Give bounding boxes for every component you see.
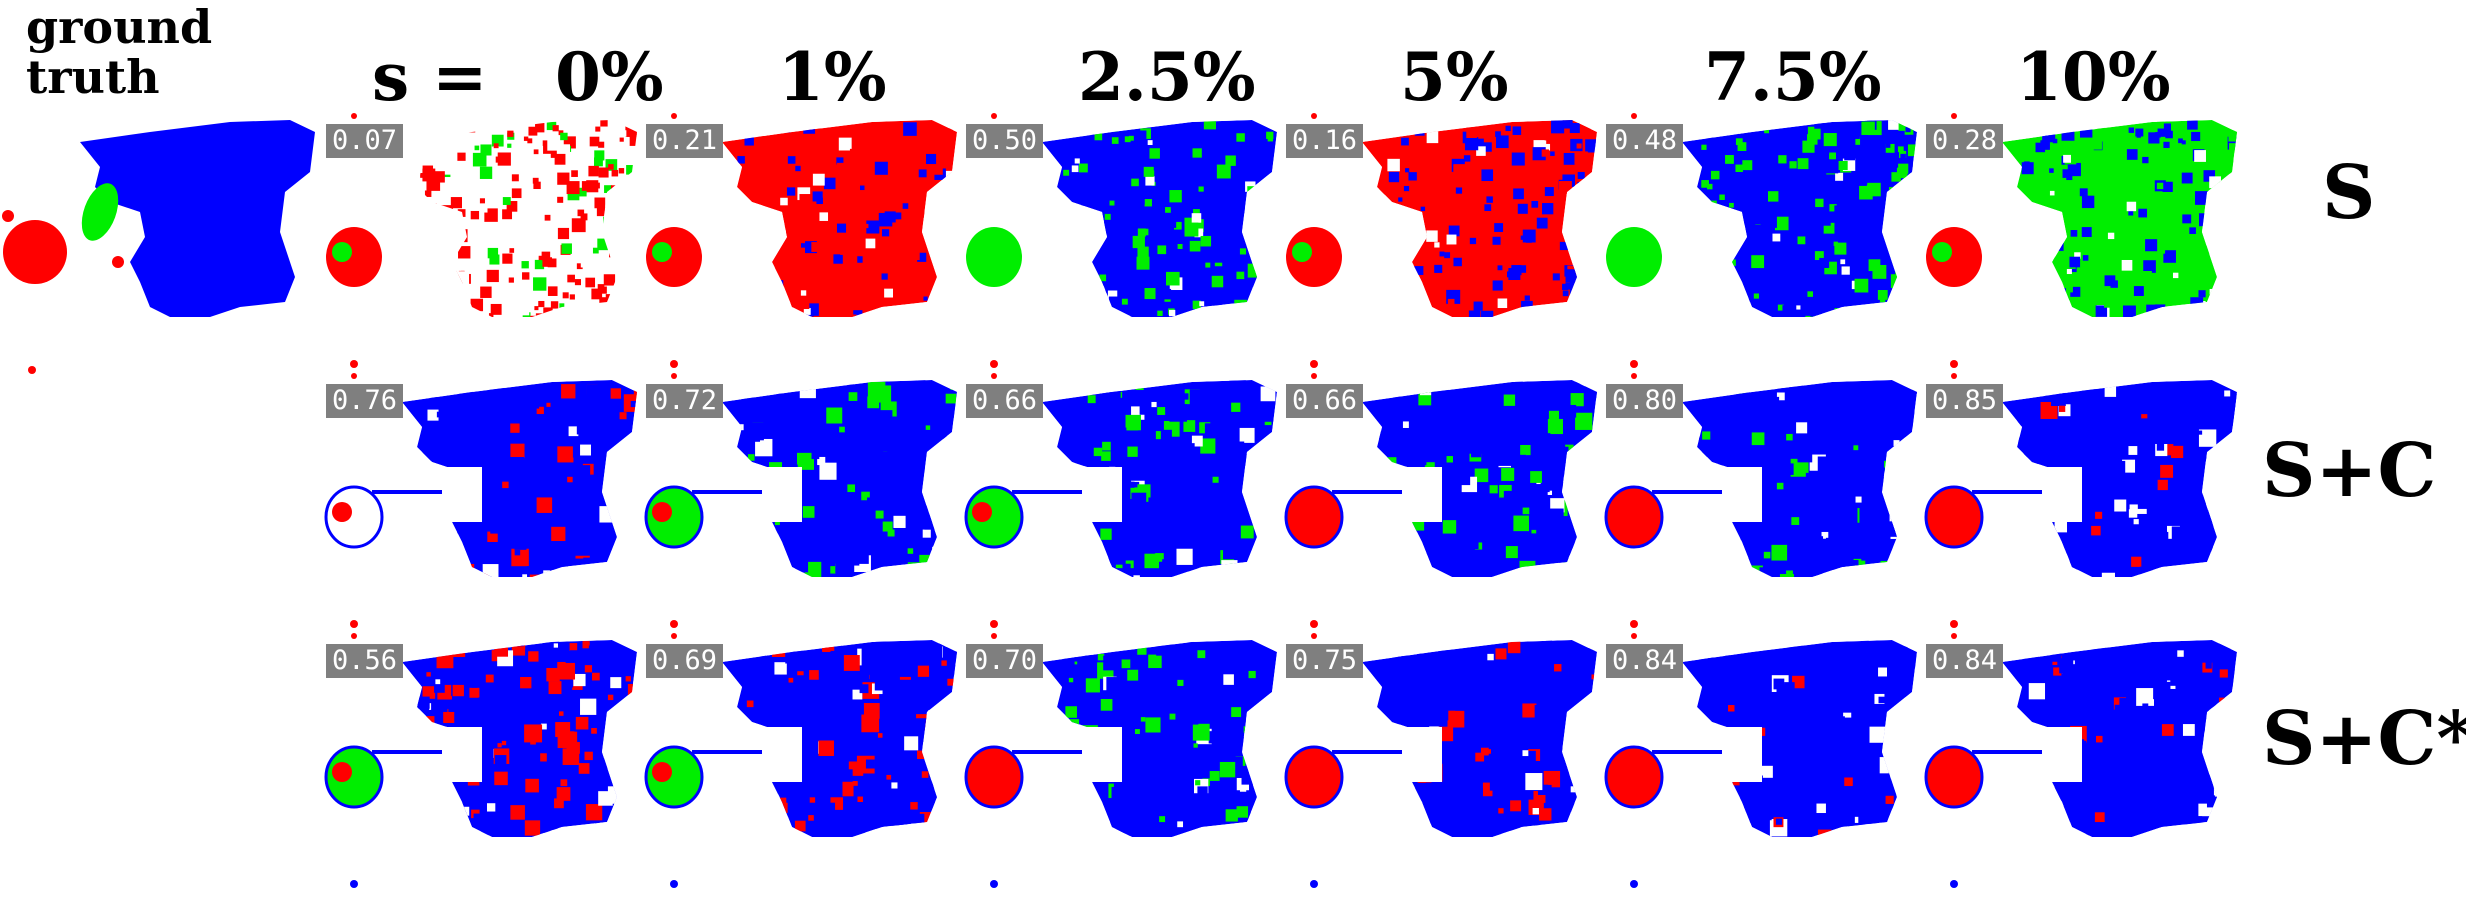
prediction-map-r2-c5 [1924,633,2237,888]
score-badge-r2-c0: 0.56 [326,644,404,678]
score-badge-r0-c1: 0.21 [646,124,724,158]
score-badge-r0-c2: 0.50 [966,124,1044,158]
prediction-map-r1-c0 [324,373,637,628]
score-badge-r2-c5: 0.84 [1926,644,2004,678]
col-header-5: 10% [2016,38,2171,116]
score-badge-r2-c4: 0.84 [1606,644,1684,678]
ground-truth-line-1: ground [26,0,213,54]
prediction-map-r2-c0 [324,633,637,888]
prediction-map-r2-c4 [1604,633,1917,888]
ground-truth-map [2,120,315,374]
score-badge-r1-c1: 0.72 [646,384,724,418]
prediction-map-r0-c1 [646,113,957,368]
score-badge-r0-c3: 0.16 [1286,124,1364,158]
prediction-map-r0-c4 [1606,113,1917,368]
ground-truth-line-2: truth [26,50,160,104]
prediction-map-r1-c4 [1604,373,1917,628]
prediction-map-r2-c3 [1284,633,1597,888]
score-badge-r0-c4: 0.48 [1606,124,1684,158]
s-equals-label: s = [372,38,488,116]
score-badge-r2-c2: 0.70 [966,644,1044,678]
ground-truth-label: ground truth [26,2,212,102]
col-header-0: 0% [555,38,664,116]
score-badge-r1-c3: 0.66 [1286,384,1364,418]
prediction-map-r1-c5 [1924,373,2237,628]
col-header-4: 7.5% [1704,38,1882,116]
prediction-map-r0-c5 [1926,113,2237,368]
score-badge-r1-c0: 0.76 [326,384,404,418]
score-badge-r0-c5: 0.28 [1926,124,2004,158]
row-label-s-plus-c: S+C [2262,428,2437,514]
score-badge-r2-c1: 0.69 [646,644,724,678]
prediction-map-r2-c1 [644,633,957,888]
prediction-map-r1-c3 [1284,373,1597,628]
prediction-map-r1-c1 [644,373,957,628]
col-header-2: 2.5% [1078,38,1256,116]
score-badge-r0-c0: 0.07 [326,124,404,158]
row-label-s: S [2322,150,2376,236]
score-badge-r1-c4: 0.80 [1606,384,1684,418]
prediction-map-r0-c3 [1286,113,1597,368]
col-header-3: 5% [1400,38,1509,116]
prediction-map-r0-c0 [326,113,637,368]
prediction-map-r2-c2 [964,633,1277,888]
prediction-map-r1-c2 [964,373,1277,628]
score-badge-r1-c2: 0.66 [966,384,1044,418]
prediction-map-r0-c2 [966,113,1277,368]
score-badge-r1-c5: 0.85 [1926,384,2004,418]
col-header-1: 1% [778,38,887,116]
score-badge-r2-c3: 0.75 [1286,644,1364,678]
row-label-s-plus-c-star: S+C* [2262,696,2466,782]
